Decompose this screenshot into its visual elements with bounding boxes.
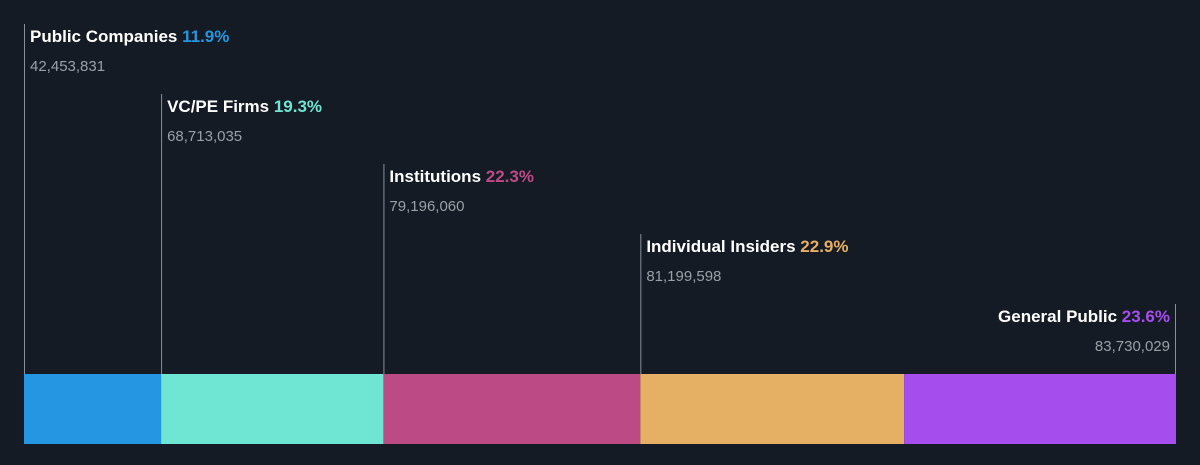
bar-segment-institutions	[383, 374, 641, 444]
category-percent-individual-insiders: 22.9%	[800, 237, 848, 256]
category-name-general-public: General Public	[998, 307, 1122, 326]
category-name-institutions: Institutions	[389, 167, 485, 186]
category-label-institutions: Institutions 22.3%	[389, 167, 534, 186]
share-count-individual-insiders: 81,199,598	[646, 268, 721, 285]
share-count-institutions: 79,196,060	[389, 198, 464, 215]
share-count-general-public: 83,730,029	[1095, 338, 1170, 355]
category-percent-public-companies: 11.9%	[182, 27, 229, 46]
category-percent-institutions: 22.3%	[486, 167, 534, 186]
category-label-vc-pe-firms: VC/PE Firms 19.3%	[167, 97, 322, 116]
category-label-individual-insiders: Individual Insiders 22.9%	[646, 237, 848, 256]
share-count-vc-pe-firms: 68,713,035	[167, 128, 242, 145]
bar-segment-general-public	[904, 374, 1176, 444]
category-percent-vc-pe-firms: 19.3%	[274, 97, 322, 116]
category-name-public-companies: Public Companies	[30, 27, 182, 46]
bar-segment-vc-pe-firms	[161, 374, 384, 444]
share-count-public-companies: 42,453,831	[30, 58, 105, 75]
bar-segment-individual-insiders	[640, 374, 905, 444]
category-label-general-public: General Public 23.6%	[998, 307, 1170, 326]
category-name-individual-insiders: Individual Insiders	[646, 237, 800, 256]
category-percent-general-public: 23.6%	[1122, 307, 1170, 326]
category-label-public-companies: Public Companies 11.9%	[30, 27, 229, 46]
category-name-vc-pe-firms: VC/PE Firms	[167, 97, 274, 116]
bar-segment-public-companies	[24, 374, 162, 444]
